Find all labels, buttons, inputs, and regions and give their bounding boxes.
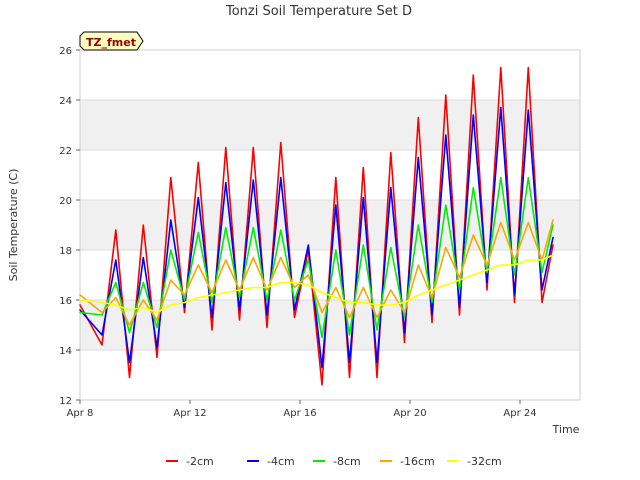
background-band	[80, 50, 580, 100]
site-badge-box	[79, 31, 144, 51]
x-axis-label: Time	[552, 423, 580, 436]
x-tick-label: Apr 20	[393, 408, 426, 419]
x-tick-label: Apr 16	[283, 408, 316, 419]
legend: -2cm -4cm -8cm -16cm -32cm	[166, 455, 502, 468]
y-tick-label: 20	[59, 196, 72, 207]
legend-label: -32cm	[467, 455, 502, 468]
plot-frame	[79, 49, 581, 401]
y-tick-label: 14	[59, 346, 72, 357]
series-line-minus-8cm	[79, 176, 554, 339]
series-line-minus-32cm	[79, 254, 554, 314]
site-badge: TZ_fmet	[79, 31, 144, 51]
chart-title: Tonzi Soil Temperature Set D	[225, 4, 412, 19]
background-band	[80, 350, 580, 400]
legend-label: -4cm	[267, 455, 295, 468]
y-tick-label: 18	[59, 246, 72, 257]
site-badge-label: TZ_fmet	[86, 36, 136, 49]
series-line-minus-4cm	[79, 106, 554, 369]
y-tick-label: 12	[59, 396, 72, 407]
legend-label: -16cm	[400, 455, 435, 468]
x-axis: Apr 8 Apr 12 Apr 16 Apr 20 Apr 24	[67, 400, 537, 419]
legend-label: -8cm	[333, 455, 361, 468]
series-layer	[79, 66, 554, 386]
x-tick-label: Apr 24	[503, 408, 536, 419]
series-line-minus-2cm	[79, 66, 554, 386]
y-tick-label: 22	[59, 146, 72, 157]
legend-label: -2cm	[186, 455, 214, 468]
x-tick-label: Apr 8	[67, 408, 94, 419]
y-axis-label: Soil Temperature (C)	[7, 169, 20, 282]
y-axis: 12 14 16 18 20 22 24 26	[59, 46, 80, 407]
x-tick-label: Apr 12	[173, 408, 206, 419]
y-tick-label: 26	[59, 46, 72, 57]
y-tick-label: 16	[59, 296, 72, 307]
series-line-minus-16cm	[79, 219, 554, 326]
y-tick-label: 24	[59, 96, 72, 107]
background-bands	[80, 50, 580, 401]
